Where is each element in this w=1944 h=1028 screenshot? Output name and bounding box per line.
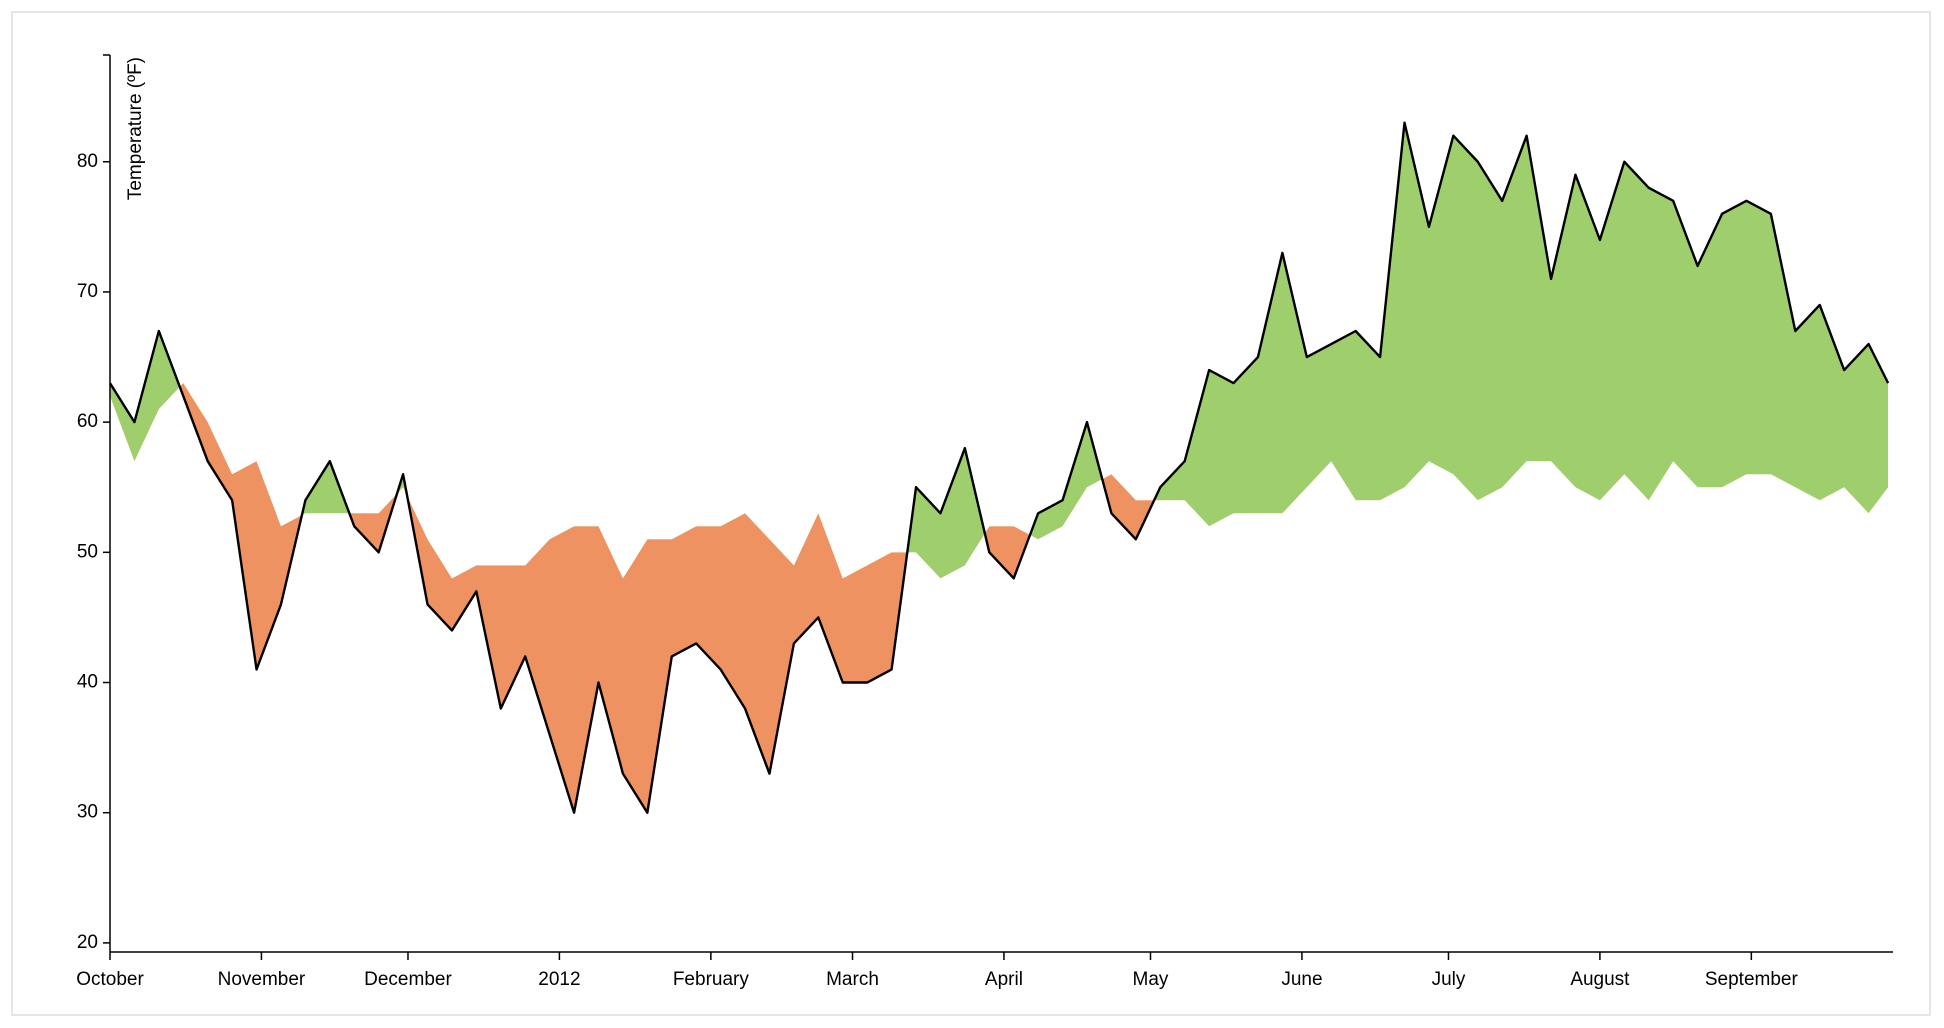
y-axis-label: Temperature (ºF) <box>125 57 146 200</box>
y-tick-label: 60 <box>77 411 98 432</box>
x-tick-label: August <box>1570 969 1630 990</box>
frame <box>11 11 1931 1016</box>
y-tick-label: 20 <box>77 932 98 953</box>
area-below <box>110 383 1889 813</box>
x-tick-label: July <box>1432 969 1466 990</box>
y-tick-label: 80 <box>77 151 98 172</box>
x-tick-label: December <box>364 969 452 990</box>
y-tick-label: 70 <box>77 281 98 302</box>
plot-area <box>108 121 1890 814</box>
x-tick-label: May <box>1133 969 1169 990</box>
x-tick-label: April <box>985 969 1023 990</box>
x-tick-label: 2012 <box>538 969 580 990</box>
line <box>108 121 1890 814</box>
x-tick-label: September <box>1705 969 1799 990</box>
x-tick-label: November <box>218 969 306 990</box>
x-tick-label: March <box>826 969 879 990</box>
y-tick-label: 40 <box>77 672 98 693</box>
x-tick-label: June <box>1281 969 1322 990</box>
x-tick-label: February <box>673 969 750 990</box>
area-above <box>110 122 1889 579</box>
x-tick-label: October <box>76 969 144 990</box>
y-tick-label: 50 <box>77 541 98 562</box>
y-tick-label: 30 <box>77 802 98 823</box>
